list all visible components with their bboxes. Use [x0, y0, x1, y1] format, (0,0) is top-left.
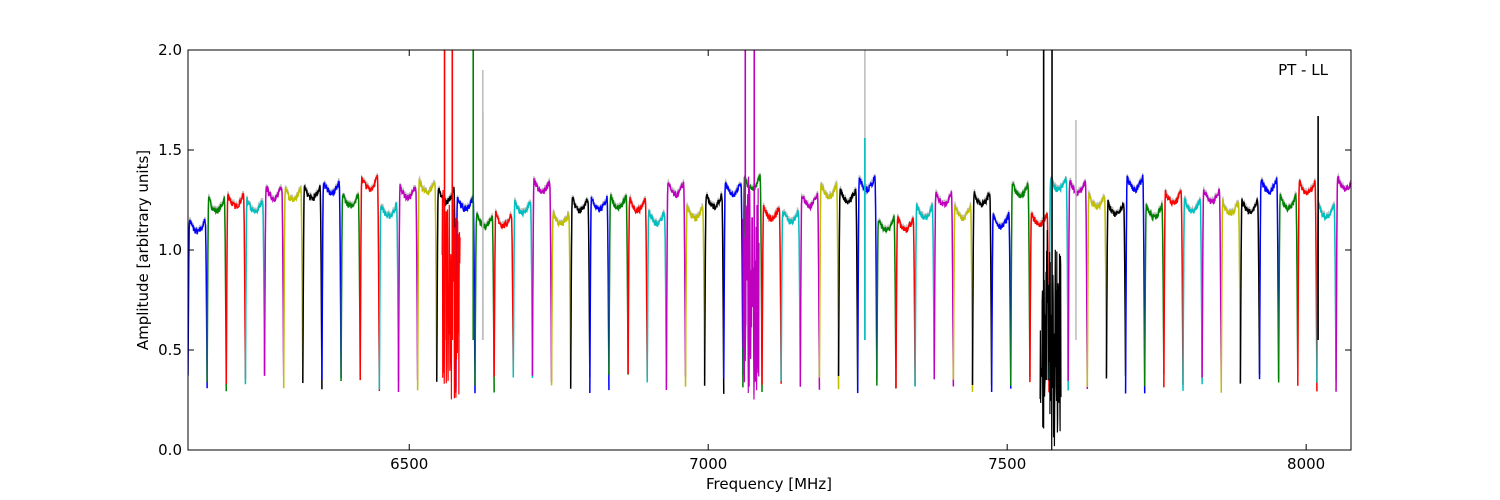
series-line [1277, 192, 1299, 383]
series-line [302, 184, 323, 390]
series-line [340, 193, 361, 382]
series-line [608, 194, 629, 376]
series-line [397, 184, 419, 393]
series-line [1163, 189, 1184, 388]
series-line [761, 204, 782, 385]
series-line [1297, 179, 1318, 392]
series-line [703, 193, 725, 394]
series-line [990, 212, 1012, 392]
series-line [531, 178, 553, 383]
series-line [1220, 198, 1242, 393]
series-line [876, 214, 897, 389]
raw-series-line [359, 173, 380, 390]
y-axis-label: Amplitude [arbitrary units] [134, 150, 152, 350]
series-line [1105, 199, 1127, 379]
series-line [206, 195, 228, 392]
series-line [1335, 175, 1351, 392]
y-tick-label: 0.5 [158, 341, 182, 359]
y-tick-label: 1.5 [158, 141, 182, 159]
series-line [569, 195, 591, 389]
series-line [244, 197, 266, 385]
series-line [856, 175, 878, 394]
series-line [933, 191, 955, 387]
series-line [799, 192, 821, 390]
series-layer [188, 50, 1374, 450]
plot-annotation: PT - LL [1278, 61, 1329, 79]
series-line [723, 181, 744, 379]
series-line [1182, 197, 1203, 391]
series-line [971, 191, 993, 386]
x-tick-label: 8000 [1287, 455, 1325, 473]
series-line [837, 188, 859, 391]
raw-series-line [1355, 208, 1374, 390]
series-line [416, 178, 438, 391]
y-tick-label: 0.0 [158, 441, 182, 459]
series-line [1067, 180, 1089, 390]
x-tick-label: 7500 [988, 455, 1026, 473]
axis-layer: 6500 7000 7500 8000 0.0 0.5 1.0 1.5 2.0 [158, 41, 1351, 473]
y-tick-label: 2.0 [158, 41, 182, 59]
x-tick-label: 7000 [689, 455, 727, 473]
series-line [263, 184, 285, 377]
series-line [282, 185, 304, 389]
series-line [225, 193, 247, 384]
series-line [1316, 203, 1337, 383]
series-line [646, 209, 668, 383]
series-line [627, 196, 648, 380]
series-line [378, 201, 400, 390]
series-line [1201, 188, 1222, 382]
series-line [818, 182, 840, 390]
plot-area [188, 50, 1351, 450]
series-line [1258, 177, 1280, 380]
series-line [321, 180, 342, 380]
series-line [188, 218, 208, 389]
series-line [474, 212, 495, 393]
y-tick-label: 1.0 [158, 241, 182, 259]
x-axis-label: Frequency [MHz] [706, 475, 832, 493]
series-line [895, 215, 916, 389]
noisy-region-line [1039, 230, 1062, 450]
series-line [589, 195, 610, 393]
series-line [550, 210, 572, 386]
series-line [493, 210, 515, 377]
series-line [359, 174, 381, 392]
series-line [952, 204, 974, 392]
series-line [455, 195, 476, 394]
raw-series-line [990, 210, 1012, 391]
series-line [780, 209, 802, 383]
series-line [1355, 210, 1374, 391]
series-line [512, 199, 534, 378]
series-line [1086, 192, 1108, 387]
series-line [1143, 202, 1165, 387]
x-tick-label: 6500 [390, 455, 428, 473]
series-line [684, 204, 706, 387]
series-line [665, 181, 687, 390]
series-line [1239, 197, 1261, 384]
series-line [1124, 174, 1146, 394]
series-line [1010, 181, 1031, 387]
series-line [914, 203, 935, 387]
raw-series-line [340, 191, 361, 379]
series-line [1029, 212, 1050, 393]
